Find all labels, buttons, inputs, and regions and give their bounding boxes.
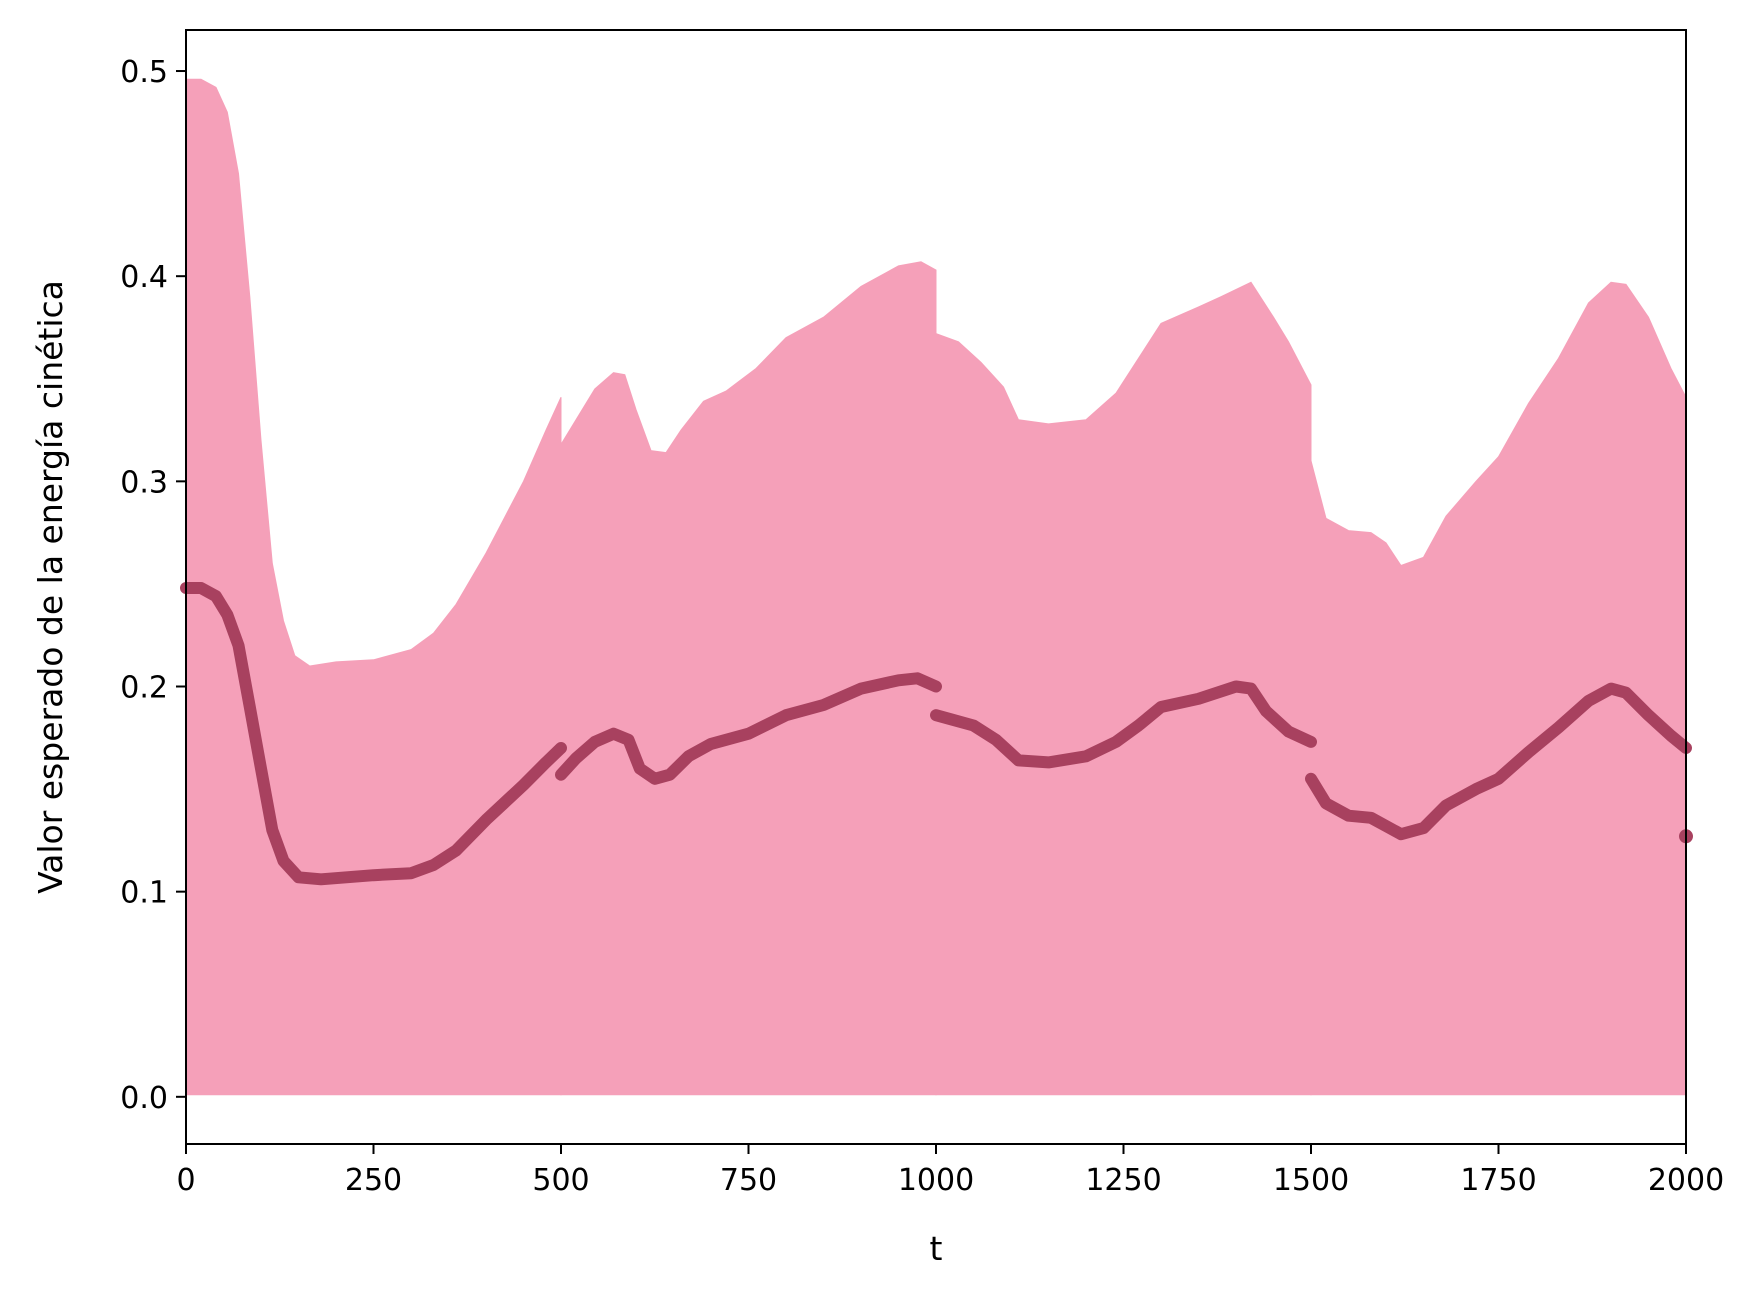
y-axis-label: Valor esperado de la energía cinética <box>31 280 70 894</box>
x-tick-label: 2000 <box>1648 1163 1724 1198</box>
band-segment-1 <box>560 261 937 1096</box>
y-tick-label: 0.1 <box>120 876 168 911</box>
y-tick-label: 0.0 <box>120 1081 168 1116</box>
band-segment-3 <box>1310 281 1687 1096</box>
x-tick-label: 500 <box>532 1163 589 1198</box>
y-tick-label: 0.3 <box>120 465 168 500</box>
confidence-band <box>185 78 1687 1096</box>
series-line-segment-3 <box>1305 682 1692 841</box>
band-segment-0 <box>185 78 562 1096</box>
mean-series <box>180 582 1693 886</box>
y-axis: 0.0 0.1 0.2 0.3 0.4 0.5 <box>120 55 186 1116</box>
y-tick-label: 0.4 <box>120 260 168 295</box>
band-segment-2 <box>935 281 1312 1096</box>
x-axis-label: t <box>930 1229 943 1268</box>
series-line-segment-1 <box>555 672 942 785</box>
x-tick-label: 750 <box>720 1163 777 1198</box>
series-line-segment-0 <box>180 582 567 886</box>
x-tick-label: 0 <box>176 1163 195 1198</box>
x-tick-label: 250 <box>345 1163 402 1198</box>
y-tick-label: 0.5 <box>120 55 168 90</box>
x-axis: 0 250 500 750 1000 1250 1500 1750 2000 <box>176 1144 1724 1198</box>
x-tick-label: 1500 <box>1273 1163 1349 1198</box>
series-line-segment-2 <box>930 680 1317 769</box>
x-tick-label: 1000 <box>898 1163 974 1198</box>
x-tick-label: 1250 <box>1085 1163 1161 1198</box>
x-tick-label: 1750 <box>1460 1163 1536 1198</box>
y-tick-label: 0.2 <box>120 671 168 706</box>
